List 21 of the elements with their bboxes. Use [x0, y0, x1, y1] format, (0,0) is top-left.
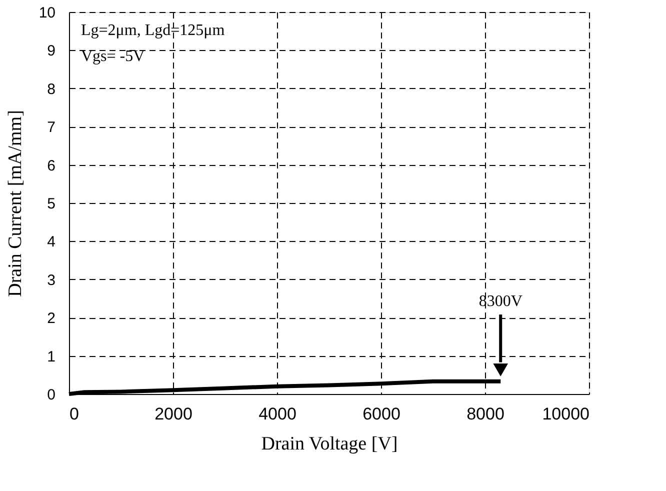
- x-tick-label: 6000: [362, 404, 400, 424]
- x-tick-label: 4000: [258, 404, 296, 424]
- y-axis-title: Drain Current [mA/mm]: [4, 110, 26, 297]
- x-tick-label: 0: [70, 404, 79, 424]
- y-tick-label: 8: [47, 80, 56, 98]
- y-tick-label: 7: [47, 119, 56, 136]
- y-tick-label: 9: [47, 42, 56, 60]
- y-tick-label: 5: [47, 196, 56, 212]
- y-tick-label: 1: [47, 348, 56, 366]
- x-tick-label: 10000: [542, 404, 590, 424]
- x-tick-label: 2000: [154, 404, 192, 424]
- x-tick-label: 8000: [466, 404, 504, 424]
- y-tick-label: 0: [47, 386, 56, 404]
- annotation: Lg=2μm, Lgd=125μm: [81, 22, 226, 39]
- y-tick-label: 4: [47, 234, 56, 251]
- x-axis-title: Drain Voltage [V]: [261, 434, 398, 454]
- y-tick-label: 10: [38, 4, 56, 22]
- y-tick-label: 2: [47, 310, 56, 328]
- y-tick-label: 3: [47, 272, 56, 289]
- annotation: 8300V: [478, 293, 523, 310]
- y-tick-label: 6: [47, 157, 56, 174]
